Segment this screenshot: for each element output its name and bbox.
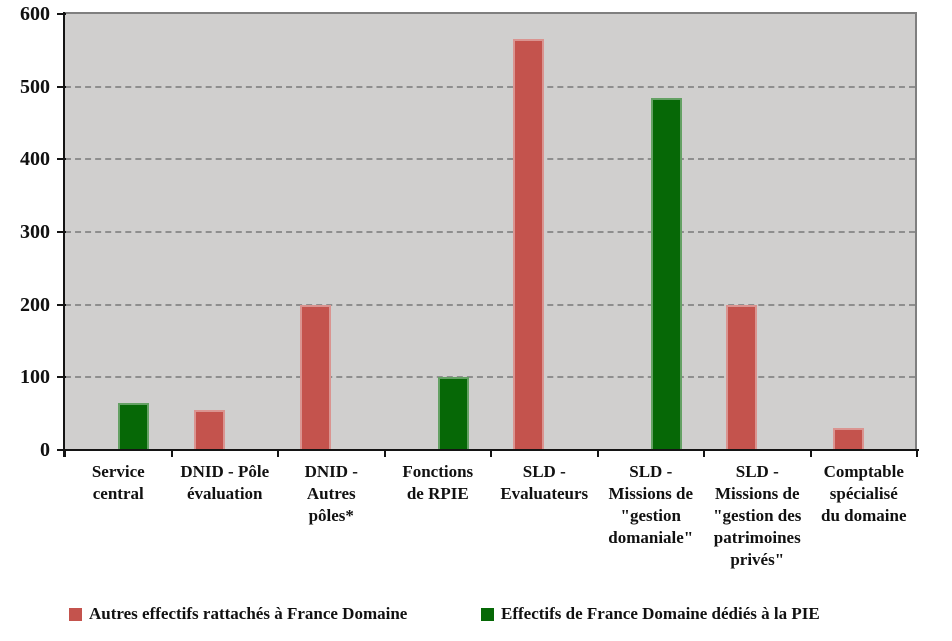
legend-swatch-icon [69, 607, 82, 621]
gridline-200 [65, 303, 915, 306]
x-axis-tick [809, 450, 812, 457]
x-axis-category-label: Service central [65, 461, 172, 505]
legend-label: Autres effectifs rattachés à France Doma… [89, 604, 408, 623]
y-axis-tick-200 [57, 303, 66, 306]
x-axis-category-label-text: Comptable spécialisé du domaine [821, 462, 907, 525]
y-axis-tick-label: 300 [20, 221, 50, 243]
x-axis-category-label: DNID - Autres pôles* [278, 461, 385, 527]
legend-swatch-icon [481, 607, 494, 621]
gridline-100 [65, 376, 915, 379]
bar-series1-cat5 [513, 39, 545, 450]
x-axis-tick [64, 450, 66, 457]
gridline-400 [65, 158, 915, 161]
x-axis-category-label-text: DNID - Pôle évaluation [180, 462, 270, 503]
x-axis-category-label: DNID - Pôle évaluation [172, 461, 279, 505]
x-axis-tick [383, 450, 386, 457]
x-axis-category-label-text: SLD - Evaluateurs [500, 462, 589, 503]
x-axis-tick [596, 450, 599, 457]
bar-series1-cat7 [726, 304, 758, 450]
x-axis-category-label: SLD - Evaluateurs [491, 461, 598, 505]
bar-series2-cat4 [437, 377, 469, 450]
y-axis-tick-500 [57, 85, 66, 88]
x-axis-category-label: Fonctions de RPIE [385, 461, 492, 505]
x-axis-tick [703, 450, 705, 457]
bar-series1-cat2 [193, 410, 225, 450]
x-axis-tick [277, 450, 279, 457]
gridline-500 [65, 85, 915, 88]
y-axis-tick-label: 0 [40, 439, 50, 461]
y-axis-tick-100 [57, 376, 66, 379]
y-axis-tick-0 [57, 449, 66, 451]
x-axis-tick [170, 450, 173, 457]
x-axis-tick [490, 450, 492, 457]
y-axis-tick-400 [57, 158, 66, 161]
y-axis-tick-label: 100 [20, 366, 50, 389]
y-axis-tick-300 [57, 231, 66, 233]
x-axis-category-label: Comptable spécialisé du domaine [811, 461, 918, 527]
y-axis-tick-label: 400 [20, 148, 50, 171]
legend-item-2: Effectifs de France Domaine dédiés à la … [481, 604, 820, 624]
bar-series1-cat3 [300, 304, 332, 450]
x-axis-category-label-text: SLD - Missions de "gestion des patrimoin… [713, 462, 802, 569]
x-axis-category-label-text: SLD - Missions de "gestion domaniale" [608, 462, 694, 547]
legend-item-1: Autres effectifs rattachés à France Doma… [69, 604, 407, 624]
legend-label: Effectifs de France Domaine dédiés à la … [501, 604, 820, 623]
y-axis-tick-label: 600 [20, 3, 50, 25]
x-axis-category-label-text: DNID - Autres pôles* [304, 462, 358, 525]
bar-series1-cat8 [832, 428, 864, 450]
x-axis-tick [916, 450, 918, 457]
x-axis-category-label-text: Service central [91, 462, 145, 503]
y-axis-tick-label: 500 [20, 75, 50, 98]
x-axis-category-label: SLD - Missions de "gestion domaniale" [598, 461, 705, 549]
bar-series2-cat1 [118, 402, 150, 450]
y-axis-tick-label: 200 [20, 293, 50, 316]
x-axis-category-label: SLD - Missions de "gestion des patrimoin… [704, 461, 811, 571]
y-axis-line [63, 12, 65, 457]
x-axis-category-label-text: Fonctions de RPIE [402, 462, 474, 503]
bar-series2-cat6 [650, 97, 682, 450]
y-axis-tick-600 [57, 13, 66, 15]
gridline-300 [65, 231, 915, 233]
